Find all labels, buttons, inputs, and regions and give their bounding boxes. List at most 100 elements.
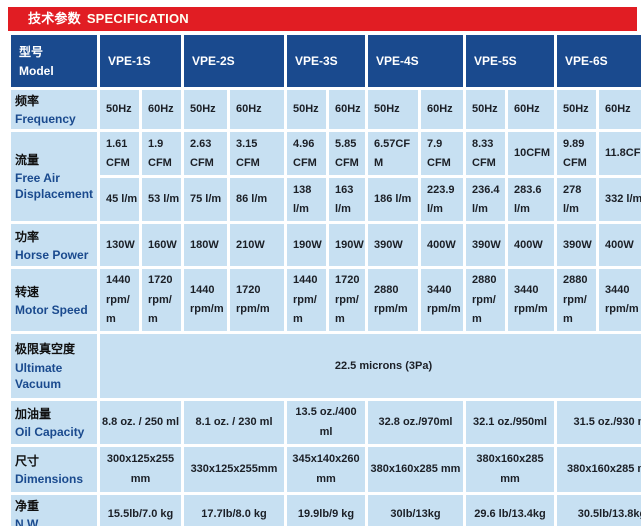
- row-label-frequency-zh: 频率: [15, 94, 40, 108]
- row-label-oil: 加油量 Oil Capacity: [11, 401, 97, 445]
- freq-cell: 50Hz: [100, 90, 139, 130]
- lm-cell: 163 l/m: [329, 178, 365, 222]
- row-label-speed-en: Motor Speed: [15, 302, 88, 317]
- lm-cell: 53 l/m: [142, 178, 181, 222]
- lm-cell: 75 l/m: [184, 178, 227, 222]
- row-label-model-zh: 型号: [19, 45, 44, 60]
- spec-table: 型号 Model VPE-1S VPE-2S VPE-3S VPE-4S VPE…: [8, 32, 641, 526]
- row-label-flow: 流量 Free Air Displacement: [11, 132, 97, 222]
- oil-row: 加油量 Oil Capacity 8.8 oz. / 250 ml 8.1 oz…: [11, 401, 641, 445]
- speed-cell: 3440 rpm/m: [421, 269, 463, 332]
- lm-cell: 138 l/m: [287, 178, 326, 222]
- row-label-speed-zh: 转速: [15, 284, 40, 299]
- vacuum-row: 极限真空度 Ultimate Vacuum 22.5 microns (3Pa): [11, 334, 641, 399]
- speed-cell: 2880 rpm/m: [557, 269, 596, 332]
- dimensions-cell: 330x125x255mm: [184, 447, 284, 493]
- power-cell: 130W: [100, 224, 139, 267]
- weight-cell: 29.6 lb/13.4kg: [466, 495, 554, 526]
- cfm-cell: 9.89 CFM: [557, 132, 596, 176]
- weight-row: 净重 N.W. 15.5lb/7.0 kg 17.7lb/8.0 kg 19.9…: [11, 495, 641, 526]
- oil-cell: 13.5 oz./400 ml: [287, 401, 365, 445]
- row-label-dimensions: 尺寸 Dimensions: [11, 447, 97, 493]
- model-cell: VPE-6S: [557, 35, 641, 87]
- row-label-dimensions-en: Dimensions: [15, 472, 84, 487]
- power-cell: 400W: [599, 224, 641, 267]
- row-label-weight: 净重 N.W.: [11, 495, 97, 526]
- oil-cell: 8.1 oz. / 230 ml: [184, 401, 284, 445]
- lm-cell: 332 l/m: [599, 178, 641, 222]
- power-cell: 390W: [557, 224, 596, 267]
- power-cell: 210W: [230, 224, 284, 267]
- freq-cell: 60Hz: [508, 90, 554, 130]
- speed-cell: 1440 rpm/m: [287, 269, 326, 332]
- banner-title-zh: 技术参数: [28, 11, 81, 26]
- model-cell: VPE-2S: [184, 35, 284, 87]
- lm-cell: 278 l/m: [557, 178, 596, 222]
- row-label-power-zh: 功率: [15, 229, 40, 244]
- model-cell: VPE-4S: [368, 35, 463, 87]
- speed-cell: 2880 rpm/m: [368, 269, 418, 332]
- row-label-weight-zh: 净重: [15, 499, 40, 514]
- oil-cell: 32.1 oz./950ml: [466, 401, 554, 445]
- row-label-model-en: Model: [19, 63, 54, 78]
- freq-cell: 50Hz: [557, 90, 596, 130]
- freq-cell: 60Hz: [230, 90, 284, 130]
- vacuum-value-cell: 22.5 microns (3Pa): [100, 334, 641, 399]
- row-label-vacuum-en: Ultimate Vacuum: [15, 360, 63, 391]
- cfm-cell: 1.9 CFM: [142, 132, 181, 176]
- speed-cell: 3440 rpm/m: [599, 269, 641, 332]
- freq-cell: 60Hz: [421, 90, 463, 130]
- lm-cell: 45 l/m: [100, 178, 139, 222]
- dimensions-cell: 345x140x260 mm: [287, 447, 365, 493]
- row-label-oil-zh: 加油量: [15, 406, 52, 421]
- power-cell: 400W: [421, 224, 463, 267]
- row-label-weight-en: N.W.: [15, 517, 41, 526]
- speed-cell: 1720 rpm/m: [142, 269, 181, 332]
- speed-cell: 2880 rpm/m: [466, 269, 505, 332]
- row-label-oil-en: Oil Capacity: [15, 425, 85, 440]
- power-cell: 180W: [184, 224, 227, 267]
- speed-cell: 1720 rpm/m: [230, 269, 284, 332]
- row-label-frequency: 频率 Frequency: [11, 90, 97, 130]
- row-label-speed: 转速 Motor Speed: [11, 269, 97, 332]
- cfm-cell: 1.61 CFM: [100, 132, 139, 176]
- dimensions-cell: 380x160x285 mm: [368, 447, 463, 493]
- freq-cell: 60Hz: [329, 90, 365, 130]
- speed-cell: 3440 rpm/m: [508, 269, 554, 332]
- power-row: 功率 Horse Power 130W 160W 180W 210W 190W …: [11, 224, 641, 267]
- row-label-frequency-en: Frequency: [15, 112, 76, 127]
- model-cell: VPE-5S: [466, 35, 554, 87]
- oil-cell: 31.5 oz./930 ml: [557, 401, 641, 445]
- weight-cell: 19.9lb/9 kg: [287, 495, 365, 526]
- cfm-cell: 7.9 CFM: [421, 132, 463, 176]
- power-cell: 160W: [142, 224, 181, 267]
- model-row: 型号 Model VPE-1S VPE-2S VPE-3S VPE-4S VPE…: [11, 35, 641, 87]
- power-cell: 390W: [368, 224, 418, 267]
- dimensions-row: 尺寸 Dimensions 300x125x255 mm 330x125x255…: [11, 447, 641, 493]
- row-label-flow-zh: 流量: [15, 153, 40, 168]
- speed-row: 转速 Motor Speed 1440 rpm/m 1720 rpm/m 144…: [11, 269, 641, 332]
- dimensions-cell: 300x125x255 mm: [100, 447, 181, 493]
- cfm-cell: 11.8CFM: [599, 132, 641, 176]
- lm-cell: 223.9 l/m: [421, 178, 463, 222]
- flow-lm-row: 45 l/m 53 l/m 75 l/m 86 l/m 138 l/m 163 …: [11, 178, 641, 222]
- cfm-cell: 4.96 CFM: [287, 132, 326, 176]
- dimensions-cell: 380x160x285 mm: [466, 447, 554, 493]
- banner-title-en: SPECIFICATION: [86, 11, 189, 26]
- cfm-cell: 3.15 CFM: [230, 132, 284, 176]
- row-label-dimensions-zh: 尺寸: [15, 453, 40, 468]
- power-cell: 190W: [329, 224, 365, 267]
- speed-cell: 1440 rpm/m: [184, 269, 227, 332]
- cfm-cell: 2.63 CFM: [184, 132, 227, 176]
- row-label-flow-en: Free Air Displacement: [15, 171, 94, 202]
- lm-cell: 186 l/m: [368, 178, 418, 222]
- power-cell: 390W: [466, 224, 505, 267]
- freq-cell: 60Hz: [142, 90, 181, 130]
- freq-cell: 60Hz: [599, 90, 641, 130]
- weight-cell: 30lb/13kg: [368, 495, 463, 526]
- power-cell: 190W: [287, 224, 326, 267]
- row-label-vacuum: 极限真空度 Ultimate Vacuum: [11, 334, 97, 399]
- section-banner: 技术参数 SPECIFICATION: [8, 7, 637, 31]
- row-label-power: 功率 Horse Power: [11, 224, 97, 267]
